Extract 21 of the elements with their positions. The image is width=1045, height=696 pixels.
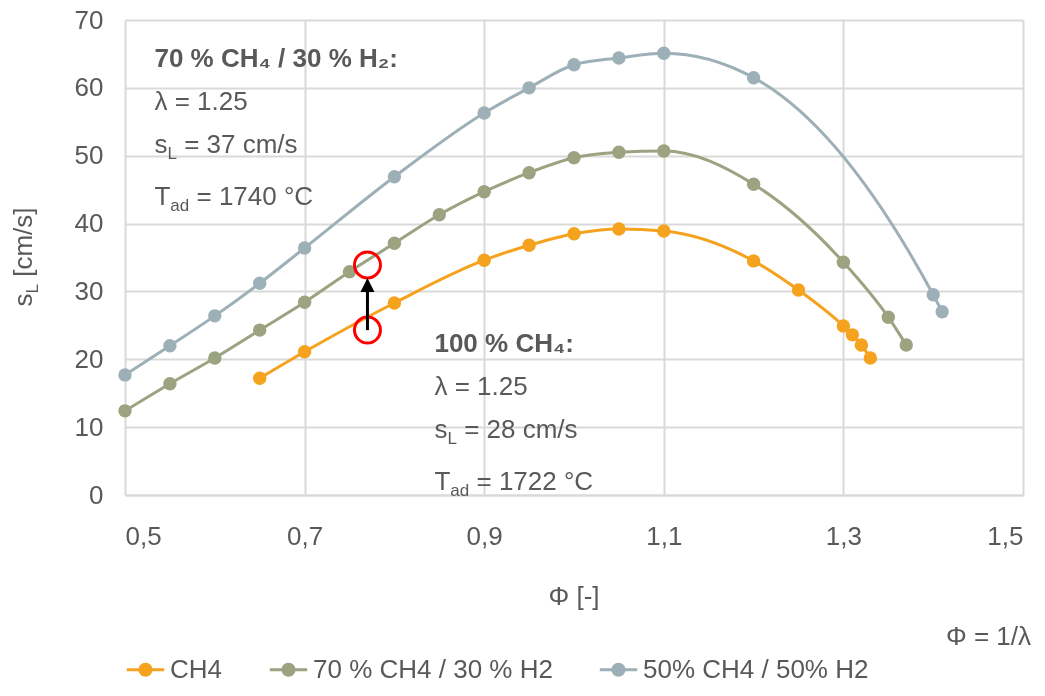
y-tick-label: 70 <box>74 4 104 35</box>
y-tick-label: 0 <box>89 479 104 510</box>
y-tick-label: 50 <box>74 140 104 171</box>
x-tick-label: 0,9 <box>466 520 503 551</box>
y-tick-label: 30 <box>74 275 104 306</box>
x-tick-label: 1,1 <box>646 520 683 551</box>
x-tick-label: 0,7 <box>287 520 324 551</box>
x-tick-label: 0,5 <box>125 520 162 551</box>
x-tick-label: 1,3 <box>825 520 862 551</box>
y-tick-label: 60 <box>74 72 104 103</box>
text: Φ = 1/λ <box>945 620 1031 653</box>
x-tick-label: 1,5 <box>987 520 1024 551</box>
x-axis-title: Φ [-] <box>548 580 600 613</box>
annotation: 100 % CH₄: λ = 1.25 s$_{L}$ = 28 cm/s T$_{ad}$ = 1722 °C <box>434 327 594 503</box>
y-tick-label: 40 <box>74 208 104 239</box>
annotation: 70 % CH₄ / 30 % H₂: λ = 1.25 s$_{L}$ = 37 cm/s T$_{ad}$ = 1740 °C <box>154 41 399 218</box>
legend-label: CH4 <box>170 653 223 684</box>
y-tick-label: 20 <box>74 343 104 374</box>
legend-label: 50% CH4 / 50% H2 <box>643 653 869 684</box>
y-tick-label: 10 <box>74 411 104 442</box>
legend-label: 70 % CH4 / 30 % H2 <box>313 653 553 684</box>
